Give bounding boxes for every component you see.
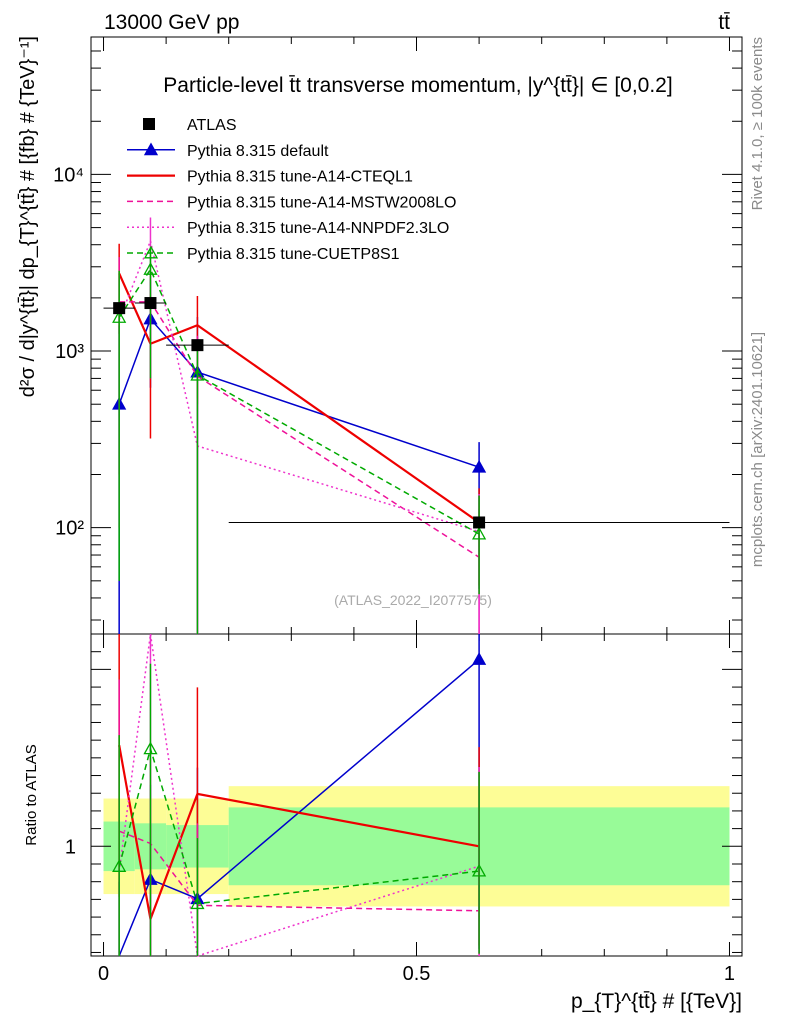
y-axis-label: d²σ / d|y^{tt̄}| dp_{T}^{tt̄} # [{fb} # …: [17, 36, 39, 397]
ratio-line: [118, 746, 480, 905]
series-marker: [112, 310, 127, 323]
ratio-y-axis-label: Ratio to ATLAS: [23, 744, 40, 845]
ratio-line: [118, 745, 480, 924]
atlas-data: [103, 297, 730, 529]
ratio-series-5: [112, 663, 487, 956]
y-tick-label: 10²: [55, 518, 84, 540]
legend-label: Pythia 8.315 default: [187, 143, 329, 160]
ratio-marker: [143, 741, 158, 755]
series-line: [118, 317, 480, 468]
series-line: [118, 273, 480, 524]
data-point: [113, 302, 126, 315]
x-axis-label: p_{T}^{tt̄} # [{TeV}]: [571, 990, 742, 1013]
x-tick-label: 0.5: [403, 963, 431, 985]
ratio-y-tick-label: 1: [65, 836, 76, 858]
ratio-marker: [190, 896, 205, 910]
process-label: tt̄: [718, 11, 730, 34]
legend-label: Pythia 8.315 tune-CUETP8S1: [187, 246, 400, 263]
y-tick-label: 10³: [55, 341, 84, 363]
series-2: [118, 243, 480, 586]
rivet-version-label: Rivet 4.1.0, ≥ 100k events: [749, 37, 766, 210]
series-marker: [471, 459, 487, 473]
ratio-marker: [471, 863, 487, 877]
series-1: [112, 280, 487, 634]
series-line: [118, 238, 480, 533]
legend-marker: [143, 142, 159, 156]
energy-label: 13000 GeV pp: [104, 11, 239, 34]
x-tick-label: 0: [98, 963, 109, 985]
mcplots-label: mcplots.cern.ch [arXiv:2401.10621]: [749, 332, 766, 567]
legend-marker: [143, 245, 159, 259]
legend-label-atlas: ATLAS: [187, 117, 237, 134]
series-3: [118, 257, 480, 634]
ratio-line: [118, 658, 480, 957]
series-line: [118, 267, 480, 535]
ratio-marker: [471, 652, 487, 665]
legend-label: Pythia 8.315 tune-A14-CTEQL1: [187, 169, 413, 186]
legend-label: Pythia 8.315 tune-A14-NNPDF2.3LO: [187, 220, 449, 237]
analysis-id-label: (ATLAS_2022_I2077575): [334, 592, 492, 608]
chart-title: Particle-level t̄t transverse momentum, …: [163, 74, 672, 97]
data-point: [473, 516, 486, 529]
series-marker: [190, 367, 205, 381]
legend-marker-atlas: [143, 118, 155, 130]
data-point: [144, 297, 157, 310]
series-5: [112, 248, 487, 634]
y-tick-label: 10⁴: [53, 164, 84, 186]
data-point: [191, 339, 204, 352]
legend-label: Pythia 8.315 tune-A14-MSTW2008LO: [187, 194, 456, 211]
series-line: [119, 301, 480, 558]
ratio-line: [118, 830, 480, 912]
series-4: [118, 217, 480, 634]
ratio-marker: [112, 859, 127, 872]
x-tick-label: 1: [724, 963, 735, 985]
series-marker: [471, 526, 487, 540]
series-marker: [143, 262, 158, 275]
